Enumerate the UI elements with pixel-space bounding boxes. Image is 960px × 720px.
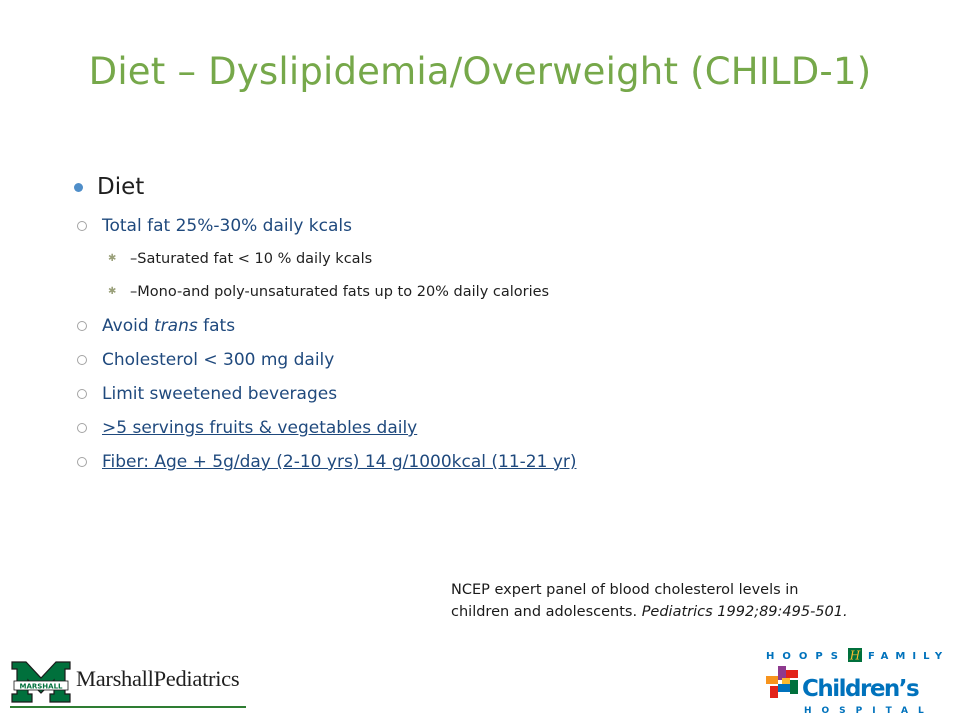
circle-bullet-icon: [77, 355, 87, 365]
bullet-saturated-fat: ✱ –Saturated fat < 10 % daily kcals: [108, 242, 892, 275]
slide-title: Diet – Dyslipidemia/Overweight (CHILD-1): [88, 50, 872, 93]
hoops-childrens-hospital-logo: HOOPS H FAMILY Children’s HOSPITAL: [764, 646, 950, 716]
circle-bullet-icon: [77, 321, 87, 331]
bullet-cholesterol: Cholesterol < 300 mg daily: [72, 344, 892, 376]
bullet-fiber-link[interactable]: Fiber: Age + 5g/day (2-10 yrs) 14 g/1000…: [102, 452, 577, 472]
main-bullet: Diet: [72, 172, 892, 202]
hospital-text: HOSPITAL: [804, 706, 934, 716]
main-bullet-label: Diet: [97, 174, 145, 200]
pinwheel-icon: [766, 666, 798, 698]
bullet-total-fat-label: Total fat 25%-30% daily kcals: [102, 216, 352, 236]
slide-content: Diet Total fat 25%-30% daily kcals ✱ –Sa…: [72, 172, 892, 478]
circle-bullet-icon: [77, 423, 87, 433]
bullet-unsaturated-fat: ✱ –Mono-and poly-unsaturated fats up to …: [108, 275, 892, 308]
hoops-h-text: H: [849, 649, 861, 663]
circle-bullet-icon: [77, 389, 87, 399]
bullet-fruits[interactable]: >5 servings fruits & vegetables daily: [72, 412, 892, 444]
bullet-beverages: Limit sweetened beverages: [72, 378, 892, 410]
hoops-logo-graphic: HOOPS H FAMILY Children’s HOSPITAL: [766, 648, 949, 716]
avoid-prefix: Avoid: [102, 316, 155, 336]
bullet-cholesterol-label: Cholesterol < 300 mg daily: [102, 350, 335, 370]
reference-line-2: children and adolescents. Pediatrics 199…: [451, 601, 881, 623]
marshall-m-icon: MARSHALL: [11, 661, 71, 703]
reference-citation: NCEP expert panel of blood cholesterol l…: [451, 579, 881, 623]
avoid-suffix: fats: [197, 316, 236, 336]
marshall-m-text: MARSHALL: [19, 682, 63, 690]
hoops-family-text: FAMILY: [868, 651, 949, 662]
circle-bullet-icon: [77, 457, 87, 467]
reference-journal: Pediatrics 1992;89:495-501.: [641, 604, 848, 620]
bullet-unsaturated-fat-label: –Mono-and poly-unsaturated fats up to 20…: [130, 283, 550, 300]
reference-authors: children and adolescents.: [451, 604, 642, 620]
marshall-pediatrics-logo: MARSHALL MarshallPediatrics: [10, 656, 246, 708]
bullet-avoid-trans: Avoid trans fats: [72, 310, 892, 342]
bullet-avoid-trans-label: Avoid trans fats: [102, 316, 235, 336]
bullet-beverages-label: Limit sweetened beverages: [102, 384, 338, 404]
circle-bullet-icon: [77, 221, 87, 231]
bullet-fruits-link[interactable]: >5 servings fruits & vegetables daily: [102, 418, 418, 438]
star-bullet-icon: ✱: [108, 253, 117, 264]
bullet-fiber[interactable]: Fiber: Age + 5g/day (2-10 yrs) 14 g/1000…: [72, 446, 892, 478]
avoid-trans-italic: trans: [154, 316, 198, 336]
bullet-saturated-fat-label: –Saturated fat < 10 % daily kcals: [130, 250, 373, 267]
star-bullet-icon: ✱: [108, 286, 117, 297]
marshall-underline: [10, 706, 246, 708]
hoops-top-text: HOOPS: [766, 651, 846, 662]
marshall-pediatrics-text: MarshallPediatrics: [76, 666, 240, 691]
childrens-text: Children’s: [802, 676, 919, 702]
bullet-dot-icon: [74, 182, 83, 192]
reference-line-1: NCEP expert panel of blood cholesterol l…: [451, 582, 799, 598]
bullet-total-fat: Total fat 25%-30% daily kcals: [72, 210, 892, 242]
